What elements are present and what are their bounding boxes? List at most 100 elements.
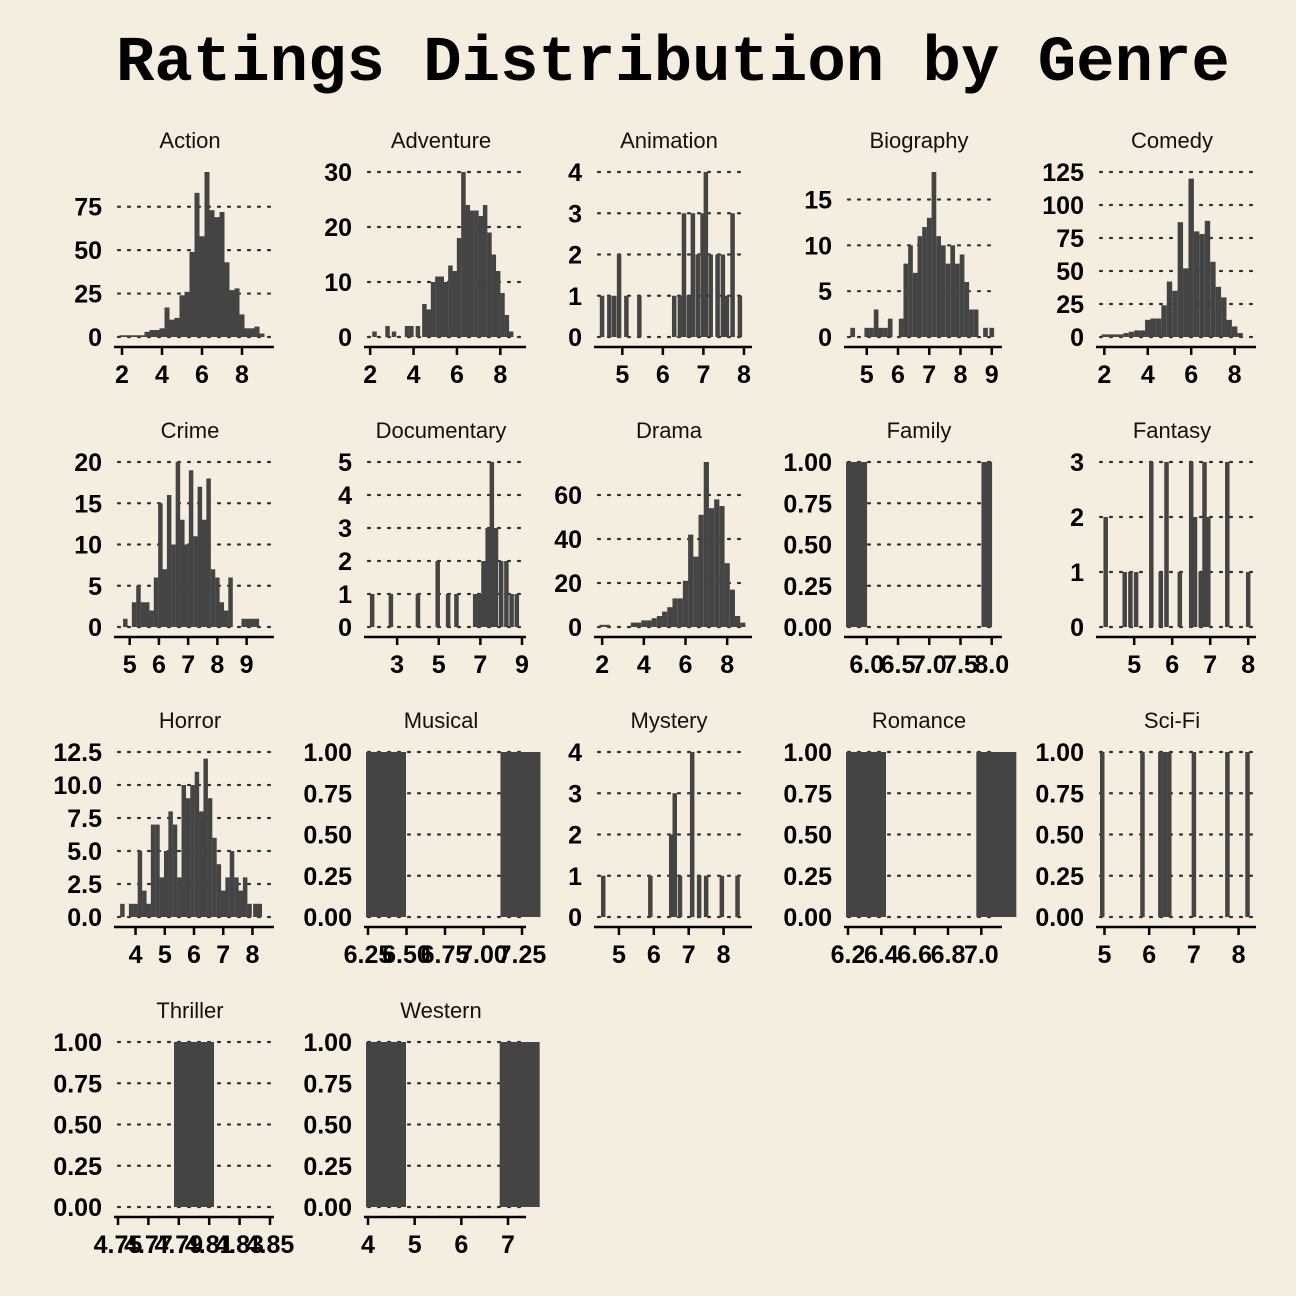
histogram-bar — [1231, 326, 1238, 337]
histogram-bar — [677, 598, 683, 627]
histogram-bar — [404, 326, 410, 337]
histogram-bar — [883, 327, 888, 337]
histogram-bar — [1210, 261, 1216, 337]
histogram-bar — [155, 824, 160, 917]
histogram-bar — [184, 544, 189, 627]
histogram-bar — [154, 330, 160, 337]
y-tick-label: 0.50 — [303, 1112, 352, 1140]
x-tick-label: 6.5 — [881, 651, 916, 679]
y-tick-label: 1 — [568, 863, 582, 891]
x-tick-label: 6.75 — [421, 941, 470, 969]
histogram-bar — [1134, 330, 1140, 337]
histogram-bar — [158, 503, 163, 627]
histogram-bar — [144, 602, 150, 627]
x-tick-label: 5 — [158, 941, 172, 969]
histogram-bar — [493, 528, 499, 627]
x-tick-label: 8 — [954, 361, 968, 389]
x-tick-label: 6 — [1165, 651, 1179, 679]
histogram-bar — [150, 824, 156, 917]
x-tick-label: 4 — [361, 1231, 375, 1259]
x-tick-label: 8 — [1232, 941, 1246, 969]
histogram-bar — [203, 758, 208, 917]
histogram-bar — [472, 594, 478, 627]
chart-title: Ratings Distribution by Genre — [116, 28, 1230, 100]
histogram-bar — [1199, 234, 1205, 337]
subplot-action: Action 0 25 50 75 2 4 6 8 — [74, 128, 274, 389]
histogram-bar — [976, 752, 1017, 917]
histogram-bar — [677, 875, 683, 917]
histogram-bar — [159, 328, 165, 337]
histogram-bar — [878, 327, 884, 337]
histogram-bar — [1155, 318, 1162, 337]
histogram-bar — [1140, 752, 1145, 917]
x-tick-label: 6.25 — [344, 941, 393, 969]
histogram-bar — [672, 793, 677, 917]
y-tick-label: 0.00 — [783, 614, 832, 642]
subplot-sci-fi: Sci-Fi 0.00 0.25 0.50 0.75 1.00 5 6 7 8 — [1035, 708, 1256, 969]
subplot-title: Romance — [872, 708, 966, 733]
x-tick-label: 4 — [129, 941, 143, 969]
y-tick-label: 0.0 — [67, 904, 102, 932]
y-tick-label: 100 — [1042, 192, 1084, 220]
x-tick-label: 6.0 — [849, 651, 884, 679]
histogram-bar — [1123, 333, 1129, 337]
y-tick-label: 0 — [88, 324, 102, 352]
x-tick-label: 6 — [647, 941, 661, 969]
histogram-bar — [730, 213, 735, 337]
x-tick-label: 7 — [1203, 651, 1217, 679]
x-tick-label: 5 — [1098, 941, 1112, 969]
y-tick-label: 4 — [338, 482, 352, 510]
x-tick-label: 4.81 — [185, 1231, 234, 1259]
histogram-bar — [188, 470, 194, 627]
histogram-bar — [686, 295, 692, 337]
histogram-bar — [119, 335, 125, 337]
x-tick-label: 6.50 — [382, 941, 431, 969]
y-tick-label: 60 — [554, 482, 582, 510]
histogram-bar — [681, 213, 687, 337]
x-tick-label: 4 — [407, 361, 421, 389]
subplot-comedy: Comedy 0 25 50 75 100 125 2 4 6 8 — [1042, 128, 1256, 389]
y-tick-label: 0 — [818, 324, 832, 352]
x-tick-label: 2 — [115, 361, 129, 389]
histogram-bar — [443, 282, 449, 337]
histogram-bar — [735, 875, 740, 917]
histogram-bar — [128, 903, 134, 917]
subplot-title: Animation — [620, 128, 718, 153]
x-tick-label: 6.4 — [864, 941, 899, 969]
histogram-bar — [908, 245, 913, 337]
histogram-bar — [636, 622, 642, 627]
histogram-bar — [926, 217, 932, 337]
histogram-bar — [1191, 752, 1197, 917]
histogram-bar — [197, 486, 203, 627]
histogram-bar — [1139, 330, 1146, 337]
histogram-bar — [249, 328, 255, 337]
x-tick-label: 8 — [246, 941, 260, 969]
histogram-bar — [607, 295, 612, 337]
histogram-bar — [216, 864, 222, 917]
histogram-bar — [646, 620, 652, 627]
y-tick-label: 7.5 — [67, 805, 102, 833]
histogram-bar — [146, 903, 151, 917]
x-tick-label: 6.8 — [931, 941, 966, 969]
histogram-bar — [500, 752, 541, 917]
histogram-bar — [189, 251, 195, 337]
y-tick-label: 1.00 — [53, 1029, 102, 1057]
histogram-bar — [1202, 462, 1207, 627]
histogram-bar — [172, 824, 178, 917]
histogram-bar — [1164, 462, 1169, 627]
histogram-bar — [454, 594, 459, 627]
y-tick-label: 20 — [554, 570, 582, 598]
histogram-bar — [461, 172, 466, 337]
histogram-bar — [983, 327, 988, 337]
histogram-bar — [180, 519, 185, 627]
histogram-bar — [714, 499, 720, 627]
y-tick-label: 3 — [568, 780, 582, 808]
histogram-bar — [259, 333, 265, 337]
histogram-bar — [698, 514, 704, 627]
histogram-bar — [219, 211, 225, 337]
y-tick-label: 10 — [324, 269, 352, 297]
histogram-bar — [1221, 297, 1227, 337]
histogram-bar — [1188, 462, 1194, 627]
subplot-fantasy: Fantasy 0 1 2 3 5 6 7 8 — [1070, 418, 1256, 679]
